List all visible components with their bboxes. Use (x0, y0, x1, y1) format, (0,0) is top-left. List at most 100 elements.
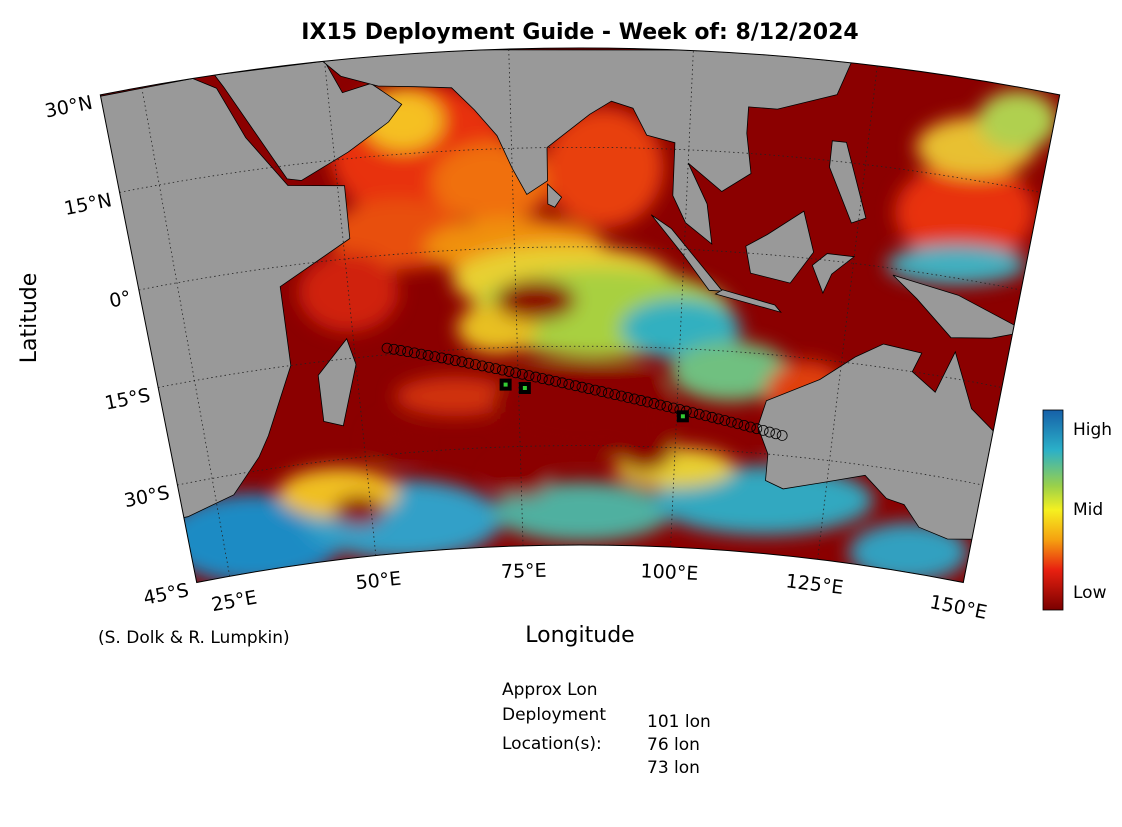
track-point (409, 347, 420, 359)
track-point (503, 366, 515, 377)
deployment-location: 76 lon (647, 735, 700, 755)
track-point (536, 373, 548, 384)
track-point (470, 359, 481, 370)
colorbar-label: High (1073, 420, 1112, 440)
lon-tick-label: 150°E (928, 591, 989, 624)
deployment-marker-center (503, 382, 508, 387)
track-point (738, 419, 750, 431)
track-point (655, 399, 666, 411)
map-area (100, 47, 1060, 583)
grid-line (817, 65, 878, 560)
lat-tick-label: 45°S (142, 579, 191, 609)
land (317, 337, 357, 427)
lon-tick-label: 50°E (355, 568, 403, 595)
land (892, 274, 1028, 339)
track-point (706, 411, 718, 423)
track-point (510, 367, 522, 379)
deployment-heading: Deployment (502, 705, 606, 725)
land (757, 343, 1005, 540)
track-point (556, 377, 568, 389)
track-point (596, 386, 608, 397)
land (307, 49, 858, 245)
track-point (576, 381, 588, 393)
lon-tick-label: 75°E (501, 560, 547, 583)
land (547, 183, 563, 208)
ocean-patch (491, 461, 552, 498)
track-point (516, 368, 528, 380)
track-point (713, 413, 724, 425)
lat-tick-label: 0° (107, 287, 132, 313)
track-point (667, 402, 679, 414)
track-point (570, 380, 581, 392)
credit: (S. Dolk & R. Lumpkin) (98, 628, 290, 648)
deployment-marker-center (522, 385, 527, 390)
map-border (99, 47, 1061, 584)
ocean-patch (492, 481, 673, 542)
land (213, 60, 403, 181)
land (650, 214, 724, 292)
ship-track (381, 342, 788, 441)
track-point (770, 428, 782, 440)
deployment-location: 101 lon (647, 712, 711, 732)
track-point (429, 351, 441, 363)
lon-tick-label: 125°E (785, 570, 845, 599)
land (714, 289, 782, 313)
track-point (602, 387, 614, 399)
lat-tick-label: 30°S (122, 482, 171, 512)
track-point (381, 342, 393, 354)
deployment-heading: Approx Lon (502, 680, 598, 700)
track-point (490, 363, 502, 375)
track-point (543, 374, 555, 386)
track-point (661, 401, 673, 412)
ocean-patch (370, 420, 421, 461)
track-point (776, 430, 788, 441)
track-point (563, 378, 575, 390)
ocean-patch (163, 493, 344, 583)
track-point (700, 410, 712, 422)
track-point (483, 361, 495, 373)
grid-line (670, 50, 694, 548)
track-point (415, 348, 427, 360)
colorbar (1042, 409, 1064, 611)
track-point (745, 421, 756, 433)
track-point (449, 355, 461, 366)
track-point (422, 349, 434, 361)
track-point (642, 396, 653, 408)
grid-line (177, 445, 983, 486)
track-point (395, 345, 407, 356)
colorbar-label: Low (1073, 583, 1107, 603)
track-point (463, 357, 475, 369)
ocean-patch (298, 251, 399, 332)
grid-line (138, 246, 1022, 291)
track-point (436, 352, 448, 364)
y-axis-label: Latitude (17, 273, 42, 364)
colorbar-label: Mid (1073, 500, 1103, 520)
deployment-location: 73 lon (647, 758, 700, 778)
land (811, 253, 856, 295)
track-point (764, 426, 775, 438)
lat-tick-label: 15°S (103, 384, 152, 414)
ocean-patch (886, 244, 1027, 285)
track-point (523, 370, 535, 382)
ocean-patch (895, 162, 1036, 263)
land (829, 140, 867, 224)
lat-tick-label: 30°N (43, 92, 94, 123)
ocean-patch (543, 107, 664, 228)
track-point (609, 389, 621, 400)
track-point (496, 364, 508, 376)
track-point (530, 371, 542, 383)
ocean-patch (334, 495, 385, 526)
track-point (615, 390, 627, 402)
track-point (583, 383, 594, 395)
ocean-field (163, 82, 1058, 583)
grid-line (508, 49, 524, 546)
land (745, 210, 815, 284)
ocean-patch (495, 280, 576, 321)
track-point (622, 392, 634, 403)
track-point (443, 353, 454, 365)
track-point (725, 416, 737, 428)
track-point (388, 343, 400, 355)
track-point (751, 423, 763, 435)
track-point (456, 356, 468, 368)
